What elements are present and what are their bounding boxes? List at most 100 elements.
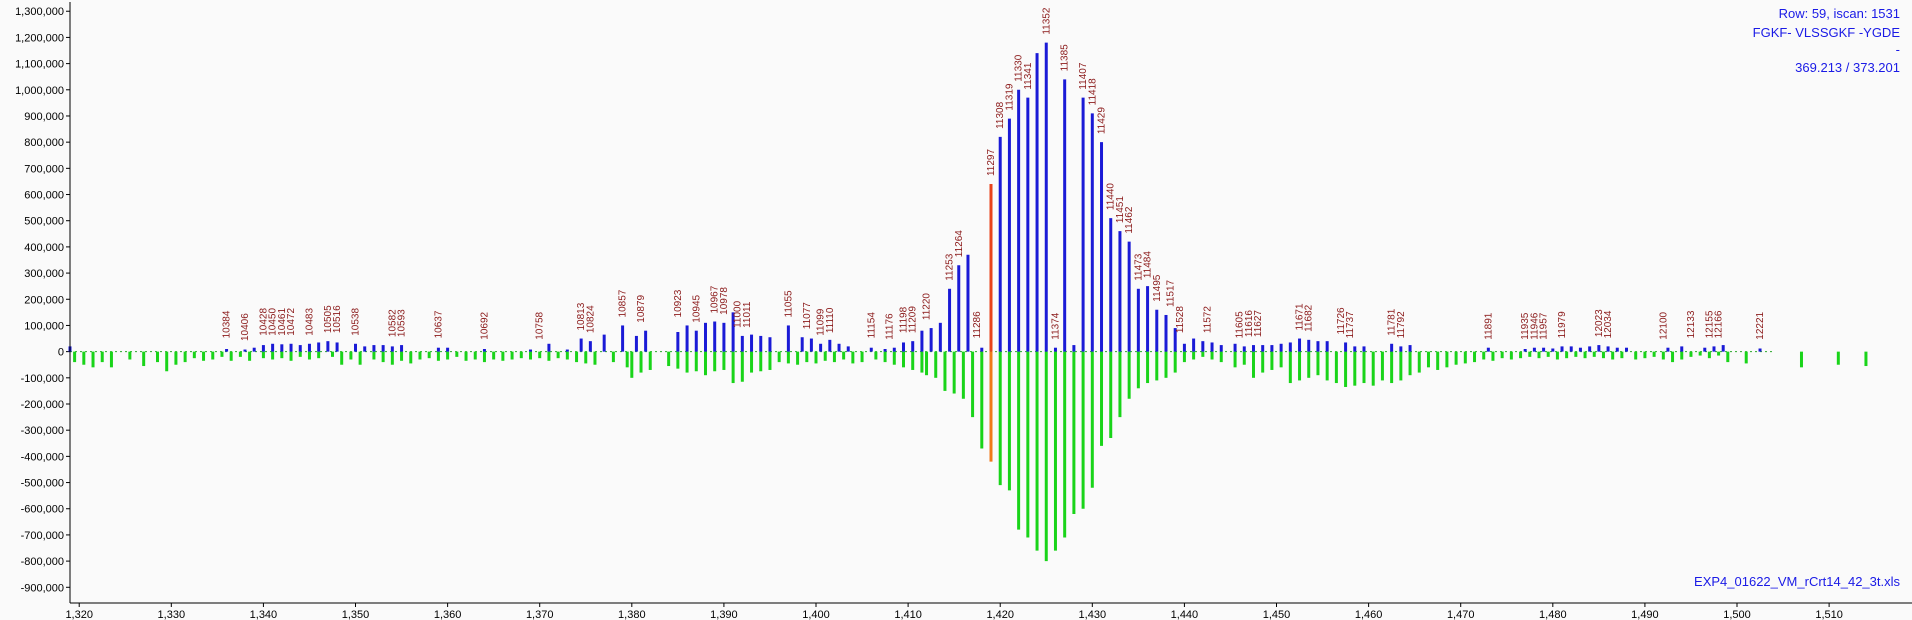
peak-label: 10461: [277, 308, 288, 336]
mz-info: 369.213 / 373.201: [1795, 60, 1900, 75]
peak-label: 11341: [1023, 62, 1034, 90]
peak-label: 10923: [673, 289, 684, 317]
y-tick-label: 1,100,000: [15, 59, 64, 71]
peak-label: 11154: [866, 312, 877, 339]
peak-label: 11495: [1152, 274, 1163, 302]
y-tick-label: 1,300,000: [15, 6, 64, 18]
x-tick-label: 1,320: [65, 609, 93, 620]
x-tick-label: 1,370: [526, 609, 554, 620]
x-tick-label: 1,430: [1079, 609, 1107, 620]
peak-label: 10483: [304, 308, 315, 336]
y-tick-label: -400,000: [21, 451, 64, 463]
y-tick-label: -200,000: [21, 399, 64, 411]
peak-label: 10428: [258, 308, 269, 336]
peak-label: 11418: [1087, 78, 1098, 106]
y-tick-label: -900,000: [21, 582, 64, 594]
peak-label: 10857: [618, 289, 629, 317]
x-tick-label: 1,350: [342, 609, 370, 620]
peak-label: 10692: [479, 311, 490, 339]
y-tick-label: -300,000: [21, 425, 64, 437]
x-tick-label: 1,380: [618, 609, 646, 620]
y-axis: 1,300,000 1,200,000 1,100,000 1,000,000 900,…: [15, 6, 70, 594]
peak-label: 11352: [1041, 7, 1052, 35]
peak-label: 11935: [1520, 312, 1531, 340]
peak-label: 12221: [1755, 311, 1766, 339]
peak-label: 11077: [802, 302, 813, 330]
peak-label: 10450: [268, 308, 279, 336]
peak-label: 11209: [908, 306, 919, 334]
peak-label: 12166: [1714, 310, 1725, 338]
filename-label: EXP4_01622_VM_rCrt14_42_3t.xls: [1694, 574, 1900, 589]
y-tick-label: 100,000: [24, 320, 64, 332]
peak-label: 11308: [995, 101, 1006, 129]
sequence-info: FGKF- VLSSGKF -YGDE: [1752, 25, 1900, 40]
y-tick-label: 200,000: [24, 294, 64, 306]
peak-label: 11781: [1387, 308, 1398, 336]
y-tick-label: 900,000: [24, 111, 64, 123]
peak-label: 11891: [1483, 312, 1494, 340]
peak-label: 11671: [1295, 303, 1306, 331]
x-tick-label: 1,410: [894, 609, 922, 620]
sequence-dash: -: [1895, 42, 1900, 57]
peak-label: 11726: [1336, 307, 1347, 335]
peak-label: 11616: [1244, 310, 1255, 338]
x-tick-label: 1,400: [802, 609, 830, 620]
peak-label: 10637: [433, 310, 444, 338]
x-tick-label: 1,480: [1539, 609, 1567, 620]
peak-label: 11264: [954, 230, 965, 258]
peak-label: 11979: [1557, 311, 1568, 339]
peak-label: 11198: [899, 306, 910, 333]
y-tick-label: 1,200,000: [15, 32, 64, 44]
x-tick-label: 1,420: [986, 609, 1014, 620]
x-tick-label: 1,340: [250, 609, 278, 620]
peak-label: 10516: [332, 305, 343, 333]
negative-series: [73, 351, 1868, 562]
peak-label: 11099: [816, 308, 827, 336]
row-scan-info: Row: 59, iscan: 1531: [1778, 6, 1900, 21]
peak-label: 11462: [1124, 206, 1135, 234]
y-tick-label: 600,000: [24, 190, 64, 202]
x-tick-label: 1,490: [1631, 609, 1659, 620]
peak-label: 11946: [1529, 312, 1540, 340]
x-tick-label: 1,390: [710, 609, 738, 620]
peak-label: 12100: [1658, 311, 1669, 339]
y-tick-label: 1,000,000: [15, 85, 64, 97]
x-tick-label: 1,330: [158, 609, 186, 620]
y-tick-label: 800,000: [24, 137, 64, 149]
x-tick-label: 1,510: [1815, 609, 1843, 620]
y-tick-label: -500,000: [21, 478, 64, 490]
peak-label: 11473: [1133, 253, 1144, 281]
peak-label: 10538: [351, 308, 362, 336]
y-tick-label: 700,000: [24, 163, 64, 175]
peak-label: 10945: [691, 294, 702, 322]
peak-label: 11528: [1175, 306, 1186, 334]
peak-label: 12034: [1603, 310, 1614, 338]
peak-label: 11319: [1004, 83, 1015, 111]
peak-label: 11176: [885, 313, 896, 340]
peak-label: 11110: [825, 307, 836, 333]
peak-label: 11011: [742, 301, 753, 328]
peak-label: 11572: [1202, 306, 1213, 334]
x-tick-label: 1,470: [1447, 609, 1475, 620]
y-tick-label: 400,000: [24, 242, 64, 254]
peak-label: 11737: [1345, 311, 1356, 339]
peak-label: 11286: [972, 311, 983, 339]
x-tick-label: 1,440: [1171, 609, 1199, 620]
peak-label: 10505: [323, 305, 334, 333]
y-tick-label: 300,000: [24, 268, 64, 280]
peak-label: 10879: [636, 294, 647, 322]
peak-label: 11330: [1014, 54, 1025, 82]
x-tick-label: 1,360: [434, 609, 462, 620]
peak-label: 11253: [945, 253, 956, 281]
x-tick-label: 1,500: [1723, 609, 1751, 620]
peak-label: 11220: [922, 293, 933, 321]
x-tick-label: 1,460: [1355, 609, 1383, 620]
peak-label: 10472: [286, 308, 297, 336]
peak-label: 11682: [1304, 304, 1315, 332]
peak-label: 11484: [1143, 251, 1154, 279]
y-tick-label: 500,000: [24, 216, 64, 228]
peak-label: 11605: [1235, 311, 1246, 339]
